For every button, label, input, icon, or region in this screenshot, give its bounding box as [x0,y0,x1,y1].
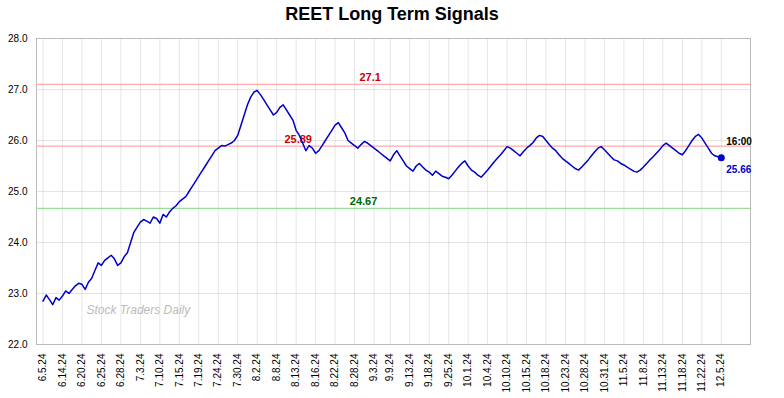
svg-text:8.2.24: 8.2.24 [251,353,262,381]
svg-text:25.89: 25.89 [284,133,312,145]
svg-text:26.0: 26.0 [8,135,28,146]
svg-text:23.0: 23.0 [8,288,28,299]
svg-text:11.13.24: 11.13.24 [657,353,668,392]
svg-text:Stock Traders Daily: Stock Traders Daily [86,303,191,317]
svg-text:10.15.24: 10.15.24 [521,353,532,392]
svg-text:27.1: 27.1 [359,71,380,83]
svg-text:10.18.24: 10.18.24 [540,353,551,392]
svg-text:9.9.24: 9.9.24 [384,353,395,381]
svg-text:10.28.24: 10.28.24 [579,353,590,392]
svg-text:9.25.24: 9.25.24 [443,353,454,387]
svg-text:8.8.24: 8.8.24 [271,353,282,381]
svg-text:11.22.24: 11.22.24 [696,353,707,392]
svg-text:24.67: 24.67 [350,195,378,207]
svg-text:9.13.24: 9.13.24 [404,353,415,387]
svg-text:10.4.24: 10.4.24 [482,353,493,387]
svg-text:7.15.24: 7.15.24 [174,353,185,387]
svg-text:6.14.24: 6.14.24 [57,353,68,387]
svg-text:24.0: 24.0 [8,237,28,248]
svg-text:8.28.24: 8.28.24 [349,353,360,387]
svg-text:22.0: 22.0 [8,339,28,350]
svg-text:11.5.24: 11.5.24 [618,353,629,386]
svg-text:7.19.24: 7.19.24 [193,353,204,387]
svg-text:12.5.24: 12.5.24 [715,353,726,387]
svg-text:10.23.24: 10.23.24 [560,353,571,392]
svg-text:8.16.24: 8.16.24 [310,353,321,387]
svg-text:25.0: 25.0 [8,186,28,197]
svg-text:11.18.24: 11.18.24 [677,353,688,392]
svg-text:8.22.24: 8.22.24 [329,353,340,387]
svg-text:7.24.24: 7.24.24 [212,353,223,387]
html-text:REET Long Term Signals: REET Long Term Signals [285,4,499,24]
svg-text:27.0: 27.0 [8,84,28,95]
svg-text:6.25.24: 6.25.24 [96,353,107,387]
svg-text:10.1.24: 10.1.24 [462,353,473,387]
svg-text:9.18.24: 9.18.24 [423,353,434,387]
svg-text:7.30.24: 7.30.24 [232,353,243,387]
svg-text:25.66: 25.66 [726,164,751,175]
svg-text:28.0: 28.0 [8,33,28,44]
svg-text:9.3.24: 9.3.24 [368,353,379,381]
svg-text:6.5.24: 6.5.24 [37,353,48,381]
svg-text:10.10.24: 10.10.24 [501,353,512,392]
svg-text:8.13.24: 8.13.24 [290,353,301,387]
svg-text:7.10.24: 7.10.24 [154,353,165,387]
svg-text:16:00: 16:00 [726,136,752,147]
svg-text:6.28.24: 6.28.24 [115,353,126,387]
svg-text:11.8.24: 11.8.24 [638,353,649,386]
svg-text:10.31.24: 10.31.24 [599,353,610,392]
svg-text:7.3.24: 7.3.24 [135,353,146,381]
svg-text:6.20.24: 6.20.24 [76,353,87,387]
